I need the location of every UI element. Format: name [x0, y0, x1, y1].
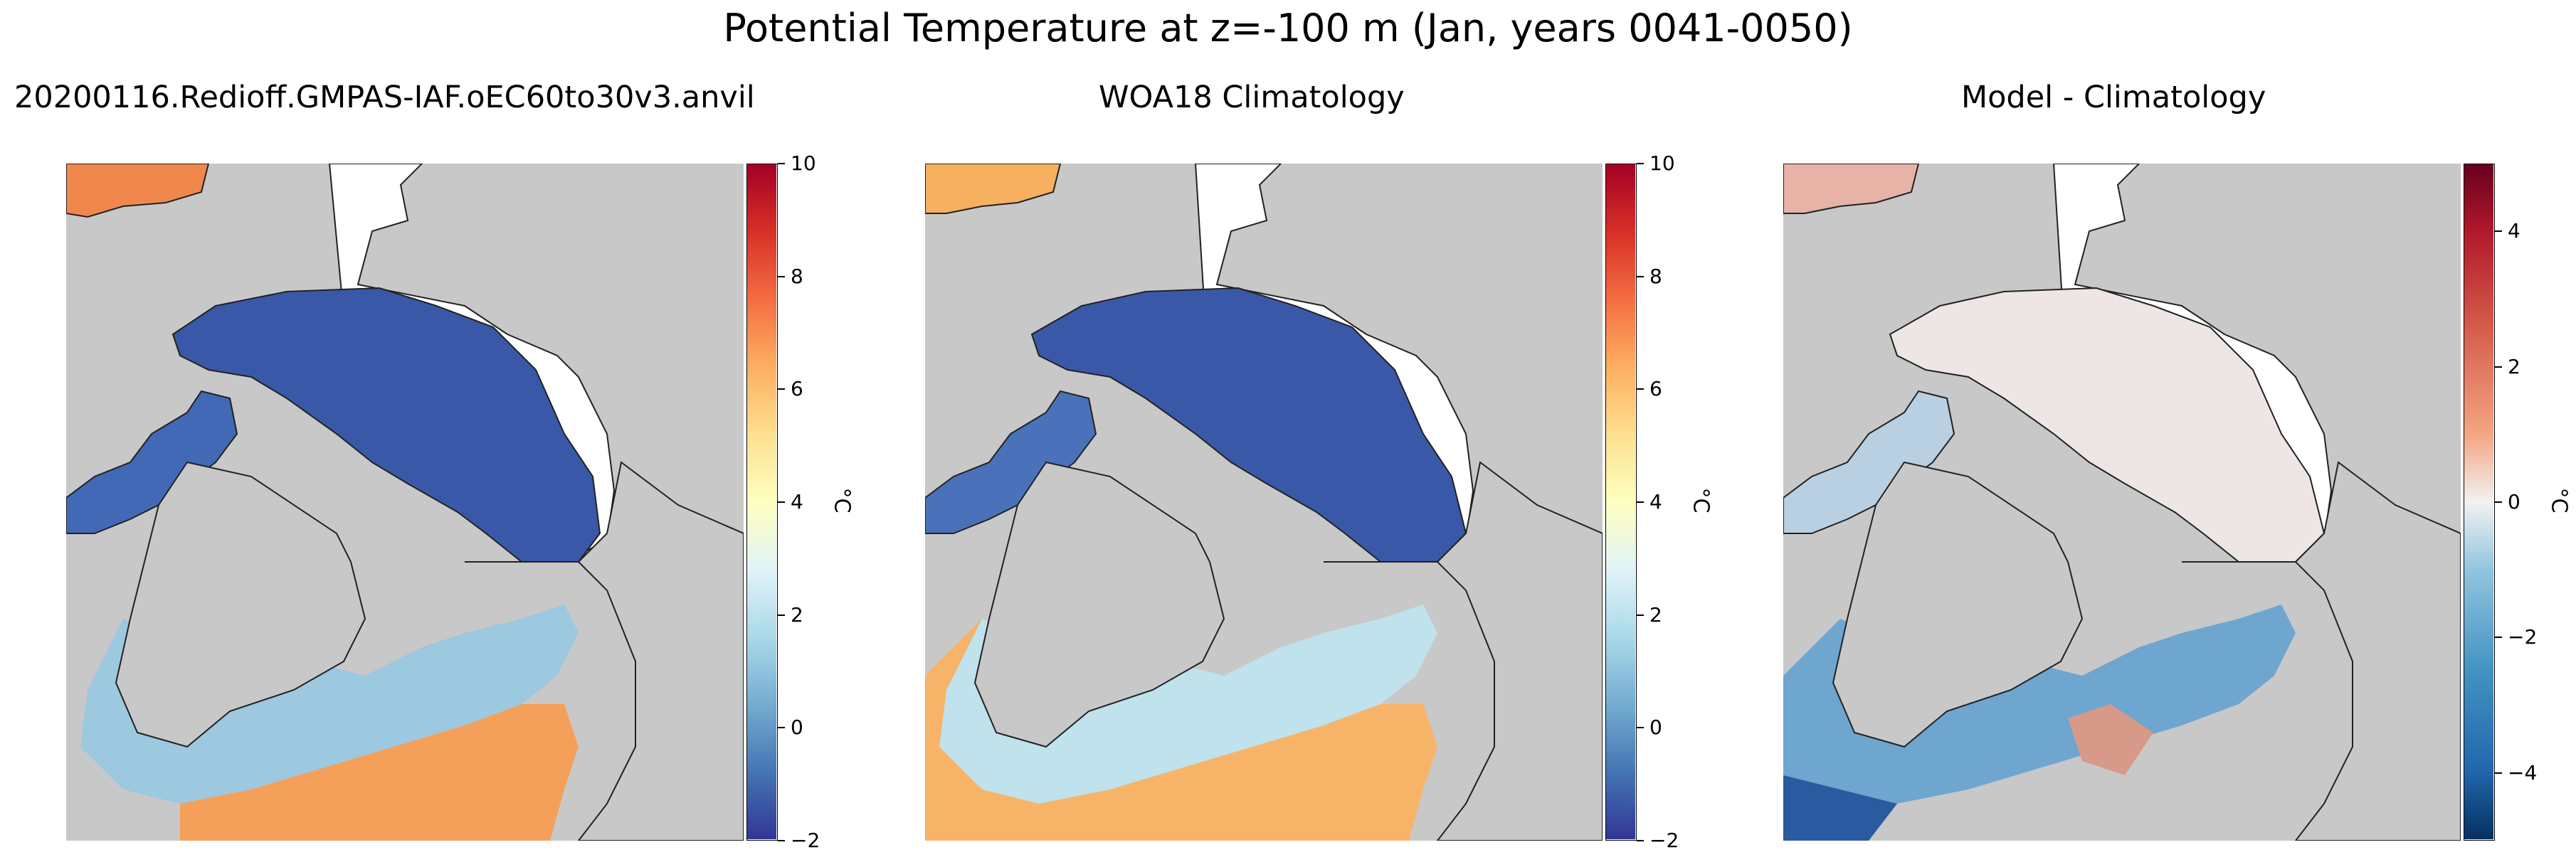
- canadian-archipelago-channels: [925, 390, 1097, 534]
- colorbar-axis-climatology: −2 0 2 4 6 8 10: [1637, 151, 1743, 852]
- colorbar-axis-difference: −4 −2 0 2 4: [2495, 164, 2576, 841]
- colorbar-tick-label: 0: [791, 715, 803, 740]
- strong-cold-anomaly: [1783, 775, 1897, 841]
- north-atlantic-warm: [180, 704, 579, 841]
- pacific-warm-water: [925, 164, 1062, 214]
- colorbar-tick-mark: [778, 840, 785, 841]
- panel-title-model: 20200116.Redioff.GMPAS-IAF.oEC60to30v3.a…: [14, 80, 755, 115]
- colorbar-tick-mark: [1637, 501, 1644, 503]
- arctic-basin-anomaly: [1889, 287, 2326, 563]
- colorbar-unit-model: °C: [829, 487, 855, 514]
- colorbar-tick-mark: [1637, 275, 1644, 277]
- colorbar-unit-climatology: °C: [1688, 487, 1714, 514]
- colorbar-tick-mark: [2495, 501, 2502, 503]
- greenland: [115, 461, 366, 748]
- map-model: [66, 164, 744, 841]
- colorbar-tick-mark: [1637, 614, 1644, 616]
- colorbar-tick-mark: [778, 275, 785, 277]
- arctic-ocean-cold: [171, 287, 601, 563]
- colorbar-difference: [2464, 164, 2495, 841]
- archipelago-anomaly: [1783, 390, 1955, 534]
- colorbar-tick-mark: [1637, 727, 1644, 729]
- colorbar-tick-mark: [2495, 230, 2502, 233]
- colorbar-tick-label: 4: [1649, 490, 1662, 514]
- colorbar-tick-mark: [2495, 366, 2502, 368]
- colorbar-tick-label: 2: [2508, 354, 2520, 378]
- colorbar-axis-model: −2 0 2 4 6 8 10: [778, 151, 885, 852]
- colorbar-tick-label: 2: [1649, 602, 1662, 627]
- colorbar-tick-mark: [1637, 388, 1644, 390]
- colorbar-tick-label: 10: [791, 151, 816, 175]
- warm-anomaly: [2068, 704, 2153, 775]
- colorbar-tick-label: −2: [1649, 829, 1679, 852]
- colorbar-tick-mark: [778, 388, 785, 390]
- colorbar-tick-mark: [1637, 163, 1644, 164]
- colorbar-unit-difference: °C: [2546, 487, 2572, 514]
- colorbar-tick-label: −2: [2508, 625, 2538, 649]
- map-climatology: [925, 164, 1603, 841]
- panel-title-climatology: WOA18 Climatology: [1099, 80, 1405, 115]
- colorbar-tick-label: 2: [791, 602, 803, 627]
- colorbar-tick-label: 10: [1649, 151, 1675, 175]
- figure-suptitle: Potential Temperature at z=-100 m (Jan, …: [723, 6, 1853, 50]
- colorbar-tick-mark: [778, 727, 785, 729]
- arctic-ocean-cold: [1030, 287, 1467, 563]
- colorbar-tick-mark: [2495, 637, 2502, 639]
- greenland: [1832, 461, 2084, 748]
- greenland: [973, 461, 1225, 748]
- colorbar-tick-label: 0: [1649, 715, 1662, 740]
- colorbar-tick-mark: [778, 163, 785, 164]
- north-atlantic-warm: [925, 619, 1437, 841]
- colorbar-tick-label: 0: [2508, 490, 2520, 514]
- panel-title-difference: Model - Climatology: [1961, 80, 2266, 115]
- colorbar-model: [746, 164, 778, 841]
- colorbar-climatology: [1605, 164, 1637, 841]
- colorbar-tick-mark: [778, 501, 785, 503]
- scandinavia: [465, 461, 744, 841]
- pacific-warm-water: [66, 164, 210, 218]
- colorbar-tick-mark: [2495, 772, 2502, 774]
- scandinavia: [2182, 461, 2461, 841]
- pacific-anomaly: [1783, 164, 1920, 214]
- colorbar-tick-label: 4: [791, 490, 803, 514]
- colorbar-tick-label: 8: [1649, 264, 1662, 288]
- colorbar-tick-mark: [778, 614, 785, 616]
- colorbar-tick-mark: [1637, 840, 1644, 841]
- scandinavia: [1324, 461, 1603, 841]
- colorbar-tick-label: 6: [1649, 377, 1662, 401]
- colorbar-tick-label: 6: [791, 377, 803, 401]
- colorbar-tick-label: −4: [2508, 760, 2538, 784]
- colorbar-tick-label: −2: [791, 829, 820, 852]
- canadian-archipelago-channels: [66, 390, 238, 534]
- colorbar-tick-label: 8: [791, 264, 803, 288]
- map-difference: [1783, 164, 2461, 841]
- colorbar-tick-label: 4: [2508, 219, 2520, 243]
